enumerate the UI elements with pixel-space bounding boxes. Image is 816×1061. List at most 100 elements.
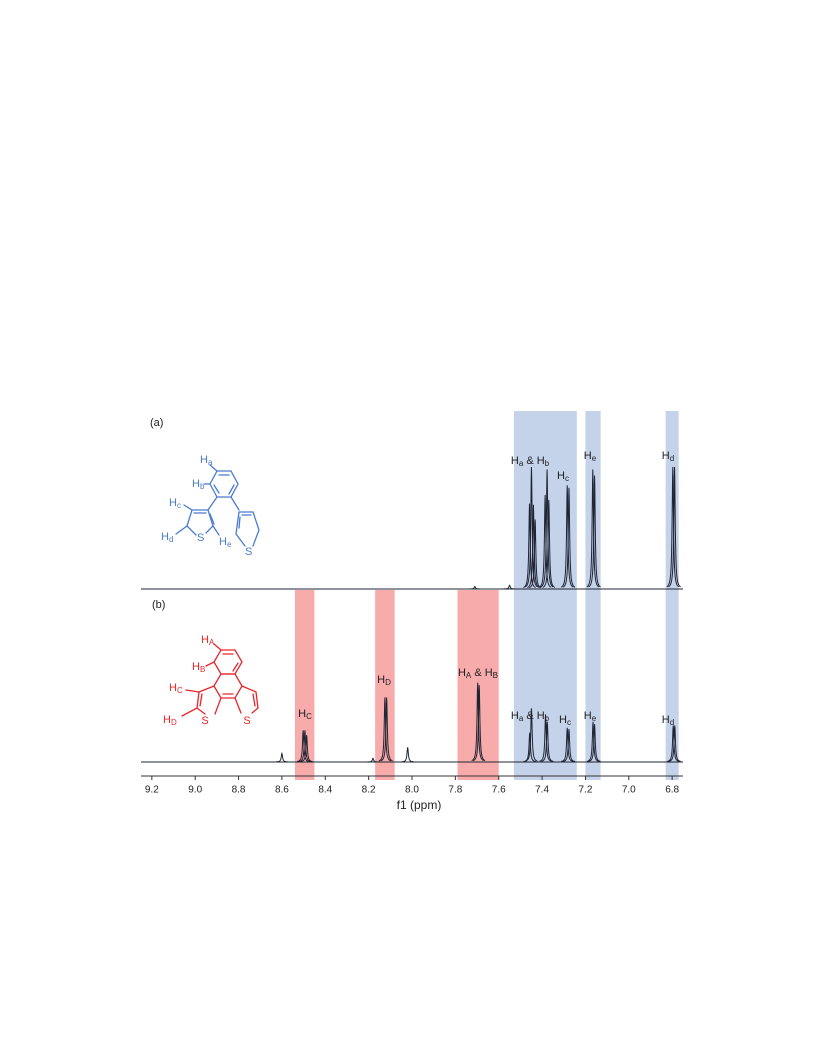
x-tick-label: 7.8 <box>448 785 462 796</box>
peak <box>525 708 538 762</box>
structure-label: HB <box>192 661 205 674</box>
label-part: d <box>169 535 173 544</box>
x-tick-label: 8.2 <box>362 785 376 796</box>
peak <box>528 519 542 589</box>
peak-label: Ha & Hb <box>511 710 550 723</box>
peak <box>297 730 310 762</box>
label-part: b <box>545 714 550 723</box>
x-tick-label: 8.0 <box>405 785 419 796</box>
label-part: H <box>485 667 493 679</box>
peak <box>561 727 574 762</box>
label-part: S <box>197 532 204 544</box>
structure-label: S <box>245 546 252 558</box>
label-part: a <box>519 714 524 723</box>
structure-label: Ha <box>200 454 213 467</box>
peak <box>538 495 552 588</box>
label-part: A <box>466 671 472 680</box>
label-part: B <box>493 671 498 680</box>
peak <box>401 747 414 763</box>
label-part: H <box>298 708 306 720</box>
peak <box>667 725 680 762</box>
peak-label: HD <box>377 674 391 687</box>
label-part: & <box>523 455 536 467</box>
label-part: & <box>471 667 484 679</box>
label-part: H <box>584 710 592 722</box>
label-part: S <box>245 546 252 558</box>
structure-b <box>181 643 259 717</box>
label-part: A <box>209 638 215 647</box>
label-part: e <box>227 540 232 549</box>
peak <box>588 475 601 588</box>
peak <box>586 721 600 762</box>
label-part: H <box>557 470 565 482</box>
label-part: H <box>511 710 519 722</box>
label-part: H <box>584 450 592 462</box>
label-part: a <box>519 459 524 468</box>
label-part: C <box>177 686 183 695</box>
x-axis-label: f1 (ppm) <box>397 798 442 812</box>
label-part: H <box>662 714 670 726</box>
x-tick-label: 9.0 <box>188 785 202 796</box>
label-part: H <box>537 455 545 467</box>
peak <box>275 751 288 763</box>
structure-label: S <box>243 715 250 727</box>
x-tick-label: 7.2 <box>578 785 592 796</box>
peak <box>380 697 393 762</box>
peak <box>366 757 379 763</box>
label-part: & <box>523 710 536 722</box>
peak <box>523 503 536 588</box>
x-tick-label: 7.4 <box>535 785 549 796</box>
label-part: H <box>169 497 177 509</box>
label-part: B <box>200 665 205 674</box>
peak <box>668 725 681 762</box>
label-part: H <box>377 674 385 686</box>
peak <box>562 729 576 762</box>
peak <box>562 487 576 588</box>
highlight-region <box>585 411 601 780</box>
peak <box>300 735 313 763</box>
structure-label: Hc <box>169 497 181 510</box>
highlight-region <box>294 590 315 780</box>
x-tick-label: 9.2 <box>145 785 159 796</box>
peak-label: He <box>584 450 597 463</box>
peak-label: HA & HB <box>458 667 498 680</box>
plot: 9.2 9.0 8.8 8.6 8.4 8.2 8.0 7.8 7.6 7.4 7.2 7.0 6.8 <box>141 466 683 796</box>
label-part: c <box>565 474 569 483</box>
highlight-region <box>375 590 395 780</box>
peak <box>560 485 574 588</box>
label-part: H <box>163 714 171 726</box>
label-part: H <box>200 454 208 466</box>
label-part: d <box>670 454 674 463</box>
label-part: C <box>306 712 312 721</box>
label-part: H <box>161 531 169 543</box>
peak <box>503 584 516 590</box>
peak-label: Ha & Hb <box>511 455 550 468</box>
peak-label: Hc <box>559 714 571 727</box>
peak <box>541 721 554 762</box>
label-part: e <box>592 714 597 723</box>
peak <box>298 730 311 762</box>
peak <box>542 499 556 588</box>
peak <box>539 714 552 762</box>
structure-label: He <box>219 536 232 549</box>
peak-label: HC <box>298 708 312 721</box>
peak-label: Hc <box>557 470 569 483</box>
regions <box>294 411 679 780</box>
label-part: H <box>192 478 200 490</box>
x-tick-label: 7.0 <box>622 785 636 796</box>
x-tick-label: 7.6 <box>492 785 506 796</box>
peak <box>471 682 484 762</box>
label-part: b <box>200 482 205 491</box>
peak-label: Hd <box>662 450 674 463</box>
peak <box>472 685 486 762</box>
label-part: H <box>559 714 567 726</box>
label-part: H <box>169 682 177 694</box>
peak <box>468 585 481 590</box>
label-part: e <box>592 454 597 463</box>
peak-label: He <box>584 710 597 723</box>
label-part: c <box>177 501 181 510</box>
peak-label: Hd <box>662 714 674 727</box>
structure-label: HA <box>201 634 215 647</box>
structure-label: HC <box>169 682 183 695</box>
